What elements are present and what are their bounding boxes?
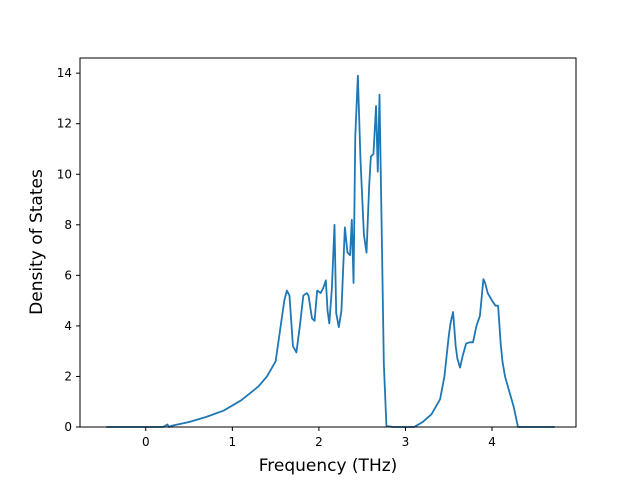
y-tick-label: 8: [64, 218, 72, 232]
y-tick-label: 2: [64, 369, 72, 383]
x-tick-label: 3: [402, 435, 410, 449]
x-tick-label: 1: [229, 435, 237, 449]
x-tick-label: 4: [488, 435, 496, 449]
plot-frame: [79, 57, 577, 428]
plot-area: [105, 74, 556, 428]
x-axis-ticks: 0 1 2 3 4: [142, 427, 496, 449]
y-tick-label: 14: [57, 66, 72, 80]
x-tick-label: 2: [315, 435, 323, 449]
x-axis-label: Frequency (THz): [259, 456, 398, 476]
y-tick-label: 4: [64, 319, 72, 333]
y-tick-label: 6: [64, 268, 72, 282]
dos-series-line: [105, 74, 556, 428]
y-axis-ticks: 0 2 4 6 8 10 12 14: [57, 66, 80, 434]
y-tick-label: 12: [57, 117, 72, 131]
y-tick-label: 0: [64, 420, 72, 434]
y-axis-label: Density of States: [27, 169, 47, 315]
y-tick-label: 10: [57, 167, 72, 181]
x-tick-label: 0: [142, 435, 150, 449]
